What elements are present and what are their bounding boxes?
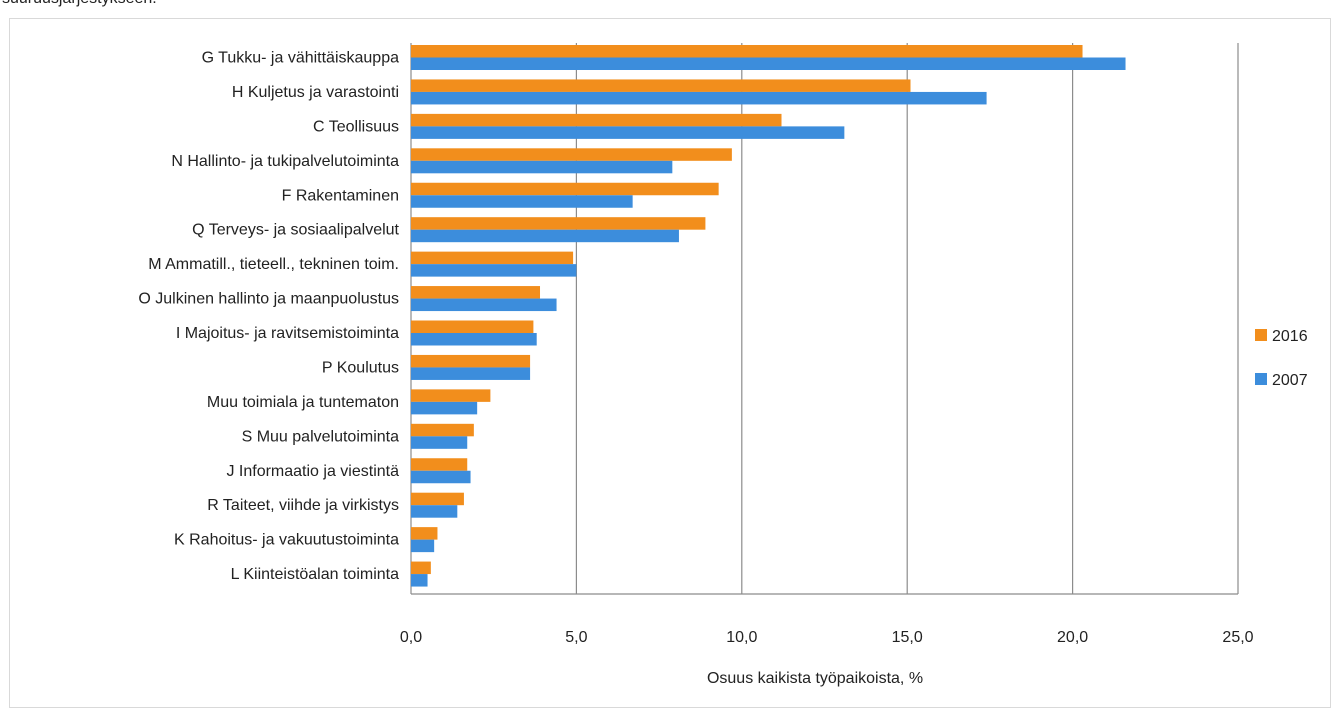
legend: 2016 2007	[1255, 328, 1308, 389]
legend-swatch-2016	[1255, 329, 1267, 341]
category-label: Muu toimiala ja tuntematon	[207, 394, 399, 411]
caption-fragment: suuruusjärjestykseen.	[2, 0, 157, 8]
bar-2007	[411, 333, 537, 346]
bar-2007	[411, 505, 458, 518]
bar-2007	[411, 91, 987, 105]
bar-2016	[411, 45, 1083, 58]
bar-2007	[411, 539, 435, 553]
bar-2016	[411, 148, 732, 161]
bar-2007	[411, 574, 428, 587]
bar-2016	[411, 286, 541, 299]
legend-label-2016: 2016	[1272, 328, 1308, 345]
bar-2007	[411, 298, 557, 312]
bar-2007	[411, 160, 673, 174]
category-label: N Hallinto- ja tukipalvelutoiminta	[171, 153, 399, 170]
bar-layer	[411, 45, 1126, 587]
category-label: K Rahoitus- ja vakuutustoiminta	[174, 532, 399, 549]
x-tick-label: 25,0	[1222, 629, 1253, 646]
bar-2007	[411, 195, 633, 208]
category-label: J Informaatio ja viestintä	[226, 463, 399, 480]
bar-2016	[411, 251, 574, 265]
x-tick-label: 0,0	[400, 629, 422, 646]
x-tick-labels: 0,0 5,0 10,0 15,0 20,0 25,0	[400, 629, 1254, 646]
category-label: F Rakentaminen	[282, 187, 399, 204]
category-label: R Taiteet, viihde ja virkistys	[207, 497, 399, 514]
bar-2016	[411, 561, 431, 575]
bar-2016	[411, 492, 464, 506]
category-label: I Majoitus- ja ravitsemistoiminta	[176, 325, 399, 342]
bar-2007	[411, 401, 478, 415]
chart-frame: G Tukku- ja vähittäiskauppa H Kuljetus ja…	[9, 18, 1331, 708]
category-label: M Ammatill., tieteell., tekninen toim.	[148, 256, 399, 273]
bar-2016	[411, 113, 782, 127]
x-tick-label: 15,0	[892, 629, 923, 646]
bar-2016	[411, 458, 468, 471]
x-axis-title: Osuus kaikista työpaikoista, %	[707, 670, 923, 687]
category-label: S Muu palvelutoiminta	[242, 428, 400, 445]
bar-2007	[411, 126, 845, 139]
category-label: C Teollisuus	[313, 118, 399, 135]
x-tick-label: 10,0	[726, 629, 757, 646]
bar-2007	[411, 470, 471, 484]
x-tick-label: 20,0	[1057, 629, 1088, 646]
category-label: L Kiinteistöalan toiminta	[231, 566, 399, 583]
legend-label-2007: 2007	[1272, 372, 1308, 389]
bar-2007	[411, 367, 531, 380]
bar-2016	[411, 527, 438, 540]
bar-2016	[411, 217, 706, 230]
bar-2007	[411, 436, 468, 449]
bar-2016	[411, 389, 491, 402]
x-tick-label: 5,0	[565, 629, 587, 646]
bar-2007	[411, 264, 577, 277]
category-label: O Julkinen hallinto ja maanpuolustus	[138, 291, 399, 308]
category-label: G Tukku- ja vähittäiskauppa	[202, 50, 400, 67]
category-label: Q Terveys- ja sosiaalipalvelut	[192, 222, 399, 239]
bar-2016	[411, 182, 719, 196]
legend-swatch-2007	[1255, 373, 1267, 385]
category-label: H Kuljetus ja varastointi	[232, 84, 399, 101]
bar-2016	[411, 320, 534, 333]
bar-2007	[411, 229, 679, 243]
bar-2007	[411, 57, 1126, 70]
bar-chart: G Tukku- ja vähittäiskauppa H Kuljetus ja…	[138, 43, 1308, 687]
category-label: P Koulutus	[322, 359, 399, 376]
bar-2016	[411, 354, 531, 368]
bar-2016	[411, 423, 474, 437]
category-labels: G Tukku- ja vähittäiskauppa H Kuljetus ja…	[138, 50, 399, 584]
bar-2016	[411, 79, 911, 92]
